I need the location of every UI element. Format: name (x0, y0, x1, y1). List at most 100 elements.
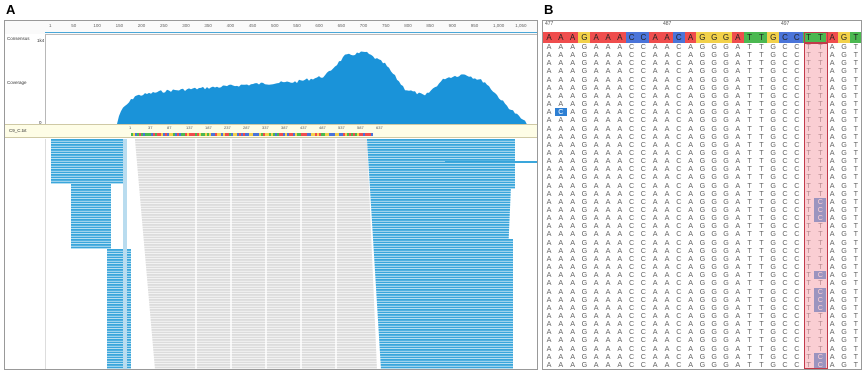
read-base: C (640, 310, 646, 320)
read-base: G (581, 74, 588, 84)
read-base: A (546, 82, 552, 92)
read-base: A (605, 139, 611, 149)
read-base: A (829, 123, 835, 133)
read-base: A (605, 82, 611, 92)
read-base: C (782, 131, 788, 141)
read (136, 154, 368, 156)
read-base: C (640, 74, 646, 84)
read (367, 154, 515, 156)
read-base: A (688, 107, 693, 117)
read-base: C (640, 82, 646, 92)
read-base: A (652, 139, 658, 149)
read (149, 301, 375, 304)
read-base: C (640, 229, 646, 239)
read (370, 201, 511, 204)
reference-sequence-bar[interactable]: C9_C.txt 1 37 87 137 187 237 287 337 387 437 487 53… (5, 124, 537, 138)
read-base: T (747, 164, 752, 174)
read-base: G (711, 205, 717, 214)
read-base: C (628, 237, 635, 247)
read-base: A (546, 294, 552, 304)
read-base: G (723, 253, 729, 263)
position-ruler[interactable]: 1 50 100 150 200 250 300 350 400 450 500 550 600 650 7… (5, 21, 537, 35)
read (372, 229, 510, 231)
read-base: C (782, 115, 788, 125)
read (107, 279, 131, 281)
read-base: T (747, 156, 752, 166)
read-base: A (593, 139, 599, 149)
read-base: C (676, 58, 682, 68)
read-base: T (747, 147, 752, 157)
read-base: C (676, 319, 682, 329)
read-base: G (841, 82, 847, 92)
read-base: C (640, 351, 646, 361)
track-label[interactable]: C9_C.txt (9, 128, 27, 133)
read-base: A (652, 229, 658, 239)
consensus-base: T (755, 32, 768, 43)
read-alignment[interactable]: AAAGAAACCAACAGGGATTGCCTTAGTAAAGAAACCAACA… (543, 43, 861, 369)
sequence-base-mark (155, 133, 157, 136)
consensus-base: G (838, 32, 850, 43)
read-base: C (628, 253, 635, 263)
sequence-base-mark (237, 133, 239, 136)
reads-pileup[interactable] (45, 139, 537, 369)
read-base: A (593, 213, 599, 223)
read-row[interactable]: AAAGAAACCAACAGGGATTGCCTCAGT (543, 359, 861, 369)
sequence-base-mark (251, 133, 253, 136)
read-base: A (829, 147, 835, 157)
read (152, 336, 376, 339)
read-base: C (782, 50, 788, 60)
read-base: A (617, 205, 623, 214)
read-base: C (640, 90, 646, 100)
read (377, 319, 513, 321)
read-base: A (558, 188, 564, 198)
read-base: A (558, 294, 564, 304)
read-base: A (605, 294, 611, 304)
read-base: A (652, 302, 658, 312)
read-base: G (841, 147, 847, 157)
read-base: A (829, 302, 835, 312)
sequence-base-mark (235, 133, 237, 136)
read (367, 151, 515, 154)
read-base: G (770, 294, 776, 304)
read-base: A (546, 343, 552, 353)
read-base: A (829, 164, 835, 174)
read-base: G (581, 147, 588, 157)
read-base: A (735, 82, 741, 92)
read-base: T (759, 115, 764, 125)
read (380, 354, 513, 356)
read-base: A (558, 359, 564, 369)
read-base: A (593, 90, 599, 100)
sequence-base-mark (219, 133, 221, 136)
read-base: A (664, 221, 670, 231)
read-base: A (829, 270, 835, 280)
read-base: A (688, 351, 693, 361)
read-base: A (605, 229, 611, 239)
read (51, 181, 123, 184)
read-base: A (558, 253, 564, 263)
read-base: C (782, 278, 788, 288)
read-base: A (735, 245, 741, 255)
read-base: A (605, 237, 611, 247)
read-base: A (664, 42, 670, 51)
read-base: G (841, 99, 847, 109)
